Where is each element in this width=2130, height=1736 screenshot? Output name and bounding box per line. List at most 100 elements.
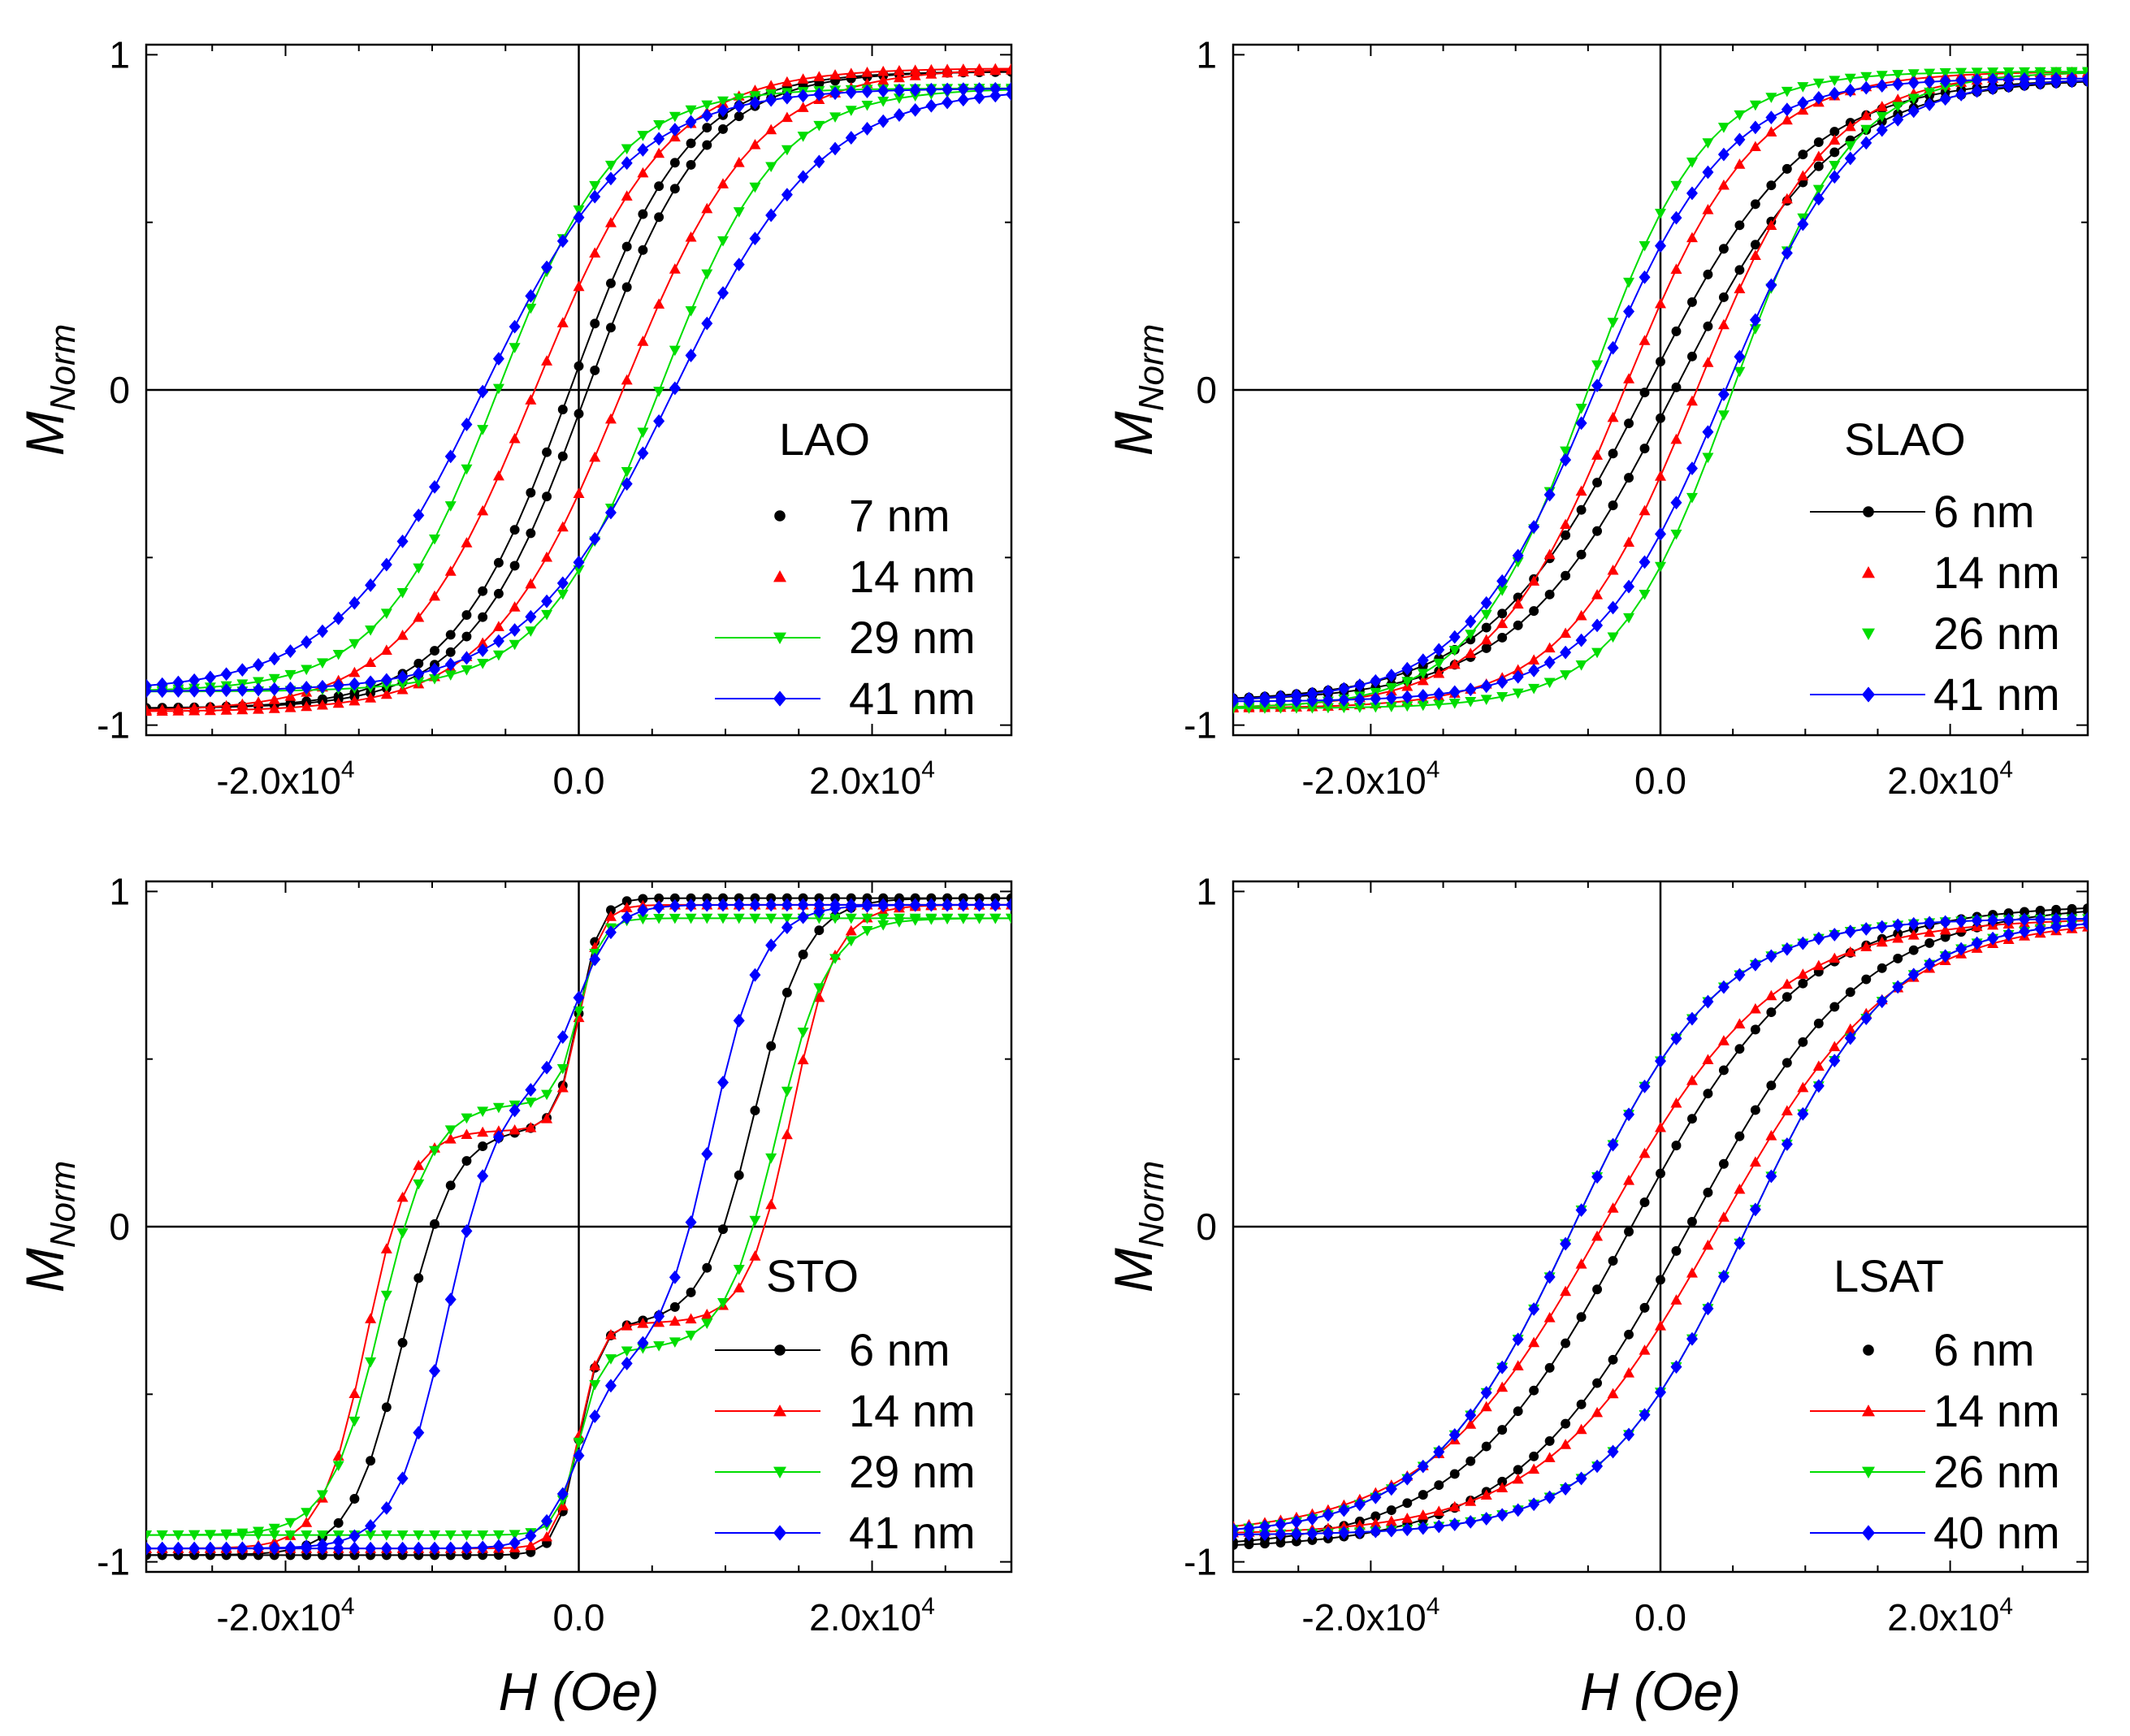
data-point [1370, 1511, 1381, 1522]
data-point [268, 652, 280, 666]
data-point [589, 952, 601, 967]
data-point [1876, 101, 1888, 111]
data-point [146, 1530, 152, 1541]
data-point [590, 318, 600, 329]
data-point [413, 1530, 425, 1541]
data-point [477, 1106, 489, 1117]
data-point [1813, 137, 1824, 147]
data-point [1734, 265, 1745, 275]
data-point [1338, 693, 1350, 707]
data-point [253, 658, 265, 672]
data-point [1671, 382, 1682, 392]
data-point [669, 893, 680, 903]
data-point [717, 1298, 729, 1309]
data-point [797, 73, 809, 84]
data-point [1528, 663, 1540, 678]
data-point [1496, 1381, 1509, 1392]
y-axis-label-subscript: Norm [43, 324, 83, 412]
data-point [1497, 1425, 1508, 1435]
data-point [1734, 283, 1746, 294]
data-point [380, 1501, 392, 1515]
data-point [925, 63, 937, 75]
data-point [1544, 1362, 1555, 1373]
data-point [1924, 926, 1936, 937]
data-point [1434, 1480, 1444, 1491]
data-point [1575, 1258, 1587, 1269]
data-point [1385, 682, 1397, 694]
data-point [1924, 87, 1936, 98]
data-point [1876, 920, 1888, 934]
data-point [1860, 71, 1872, 83]
data-point [1575, 1471, 1587, 1486]
data-point [557, 451, 568, 461]
data-point [365, 1541, 377, 1556]
data-point [813, 154, 825, 169]
data-point [492, 352, 504, 366]
data-point [845, 924, 857, 936]
data-point [1939, 68, 1951, 79]
data-point [573, 990, 585, 1005]
data-point [1385, 691, 1397, 705]
data-point [765, 162, 777, 173]
data-point [301, 1530, 313, 1541]
data-point [509, 432, 521, 444]
data-point [909, 898, 921, 912]
data-point [781, 1128, 793, 1140]
data-point [509, 601, 521, 612]
data-point [444, 1125, 457, 1136]
data-point [1717, 980, 1730, 994]
series-41-nm [1233, 71, 2088, 708]
data-point [942, 913, 954, 924]
data-point [1465, 614, 1477, 629]
data-point [461, 418, 473, 431]
data-point [1671, 326, 1682, 336]
data-point [861, 84, 873, 98]
data-point [1607, 340, 1619, 355]
data-point [1812, 78, 1825, 89]
data-point [2002, 79, 2015, 93]
data-point [669, 1337, 681, 1349]
data-point [1734, 1018, 1746, 1028]
data-point [396, 534, 409, 548]
data-point [1907, 76, 1920, 90]
data-point [1924, 957, 1936, 972]
data-point [1670, 1294, 1682, 1305]
x-tick-label-exponent: 4 [341, 756, 355, 783]
data-point [268, 682, 280, 696]
data-point [1829, 76, 1841, 86]
data-point [268, 703, 280, 713]
data-point [493, 588, 504, 599]
data-point [989, 89, 1002, 103]
data-point [1813, 1018, 1824, 1028]
data-point [1797, 96, 1809, 110]
data-point [1797, 1106, 1809, 1121]
data-point [1655, 1121, 1666, 1132]
data-point [1607, 1202, 1619, 1213]
data-point [621, 374, 633, 385]
data-point [2002, 72, 2015, 87]
data-point [1656, 357, 1665, 367]
data-point [1781, 163, 1792, 174]
data-point [637, 1336, 649, 1350]
x-tick-label-exponent: 4 [341, 1593, 355, 1620]
data-point [1624, 418, 1634, 429]
legend-marker [773, 570, 786, 582]
data-point [332, 697, 344, 708]
data-point [604, 925, 617, 940]
data-point [1448, 685, 1461, 699]
y-tick-label: 1 [1196, 33, 1217, 76]
data-point [717, 898, 729, 912]
data-point [1481, 643, 1491, 653]
data-point [253, 1541, 265, 1556]
data-point [541, 1060, 553, 1075]
series-41-nm [146, 898, 1011, 1556]
data-point [380, 1530, 392, 1541]
data-point [973, 90, 985, 105]
data-point [1353, 1519, 1366, 1530]
data-point [429, 1364, 440, 1378]
data-point [1860, 80, 1872, 95]
data-point [1829, 952, 1841, 963]
data-point [1448, 658, 1461, 669]
data-point [461, 1128, 473, 1140]
data-point [1987, 72, 1999, 87]
